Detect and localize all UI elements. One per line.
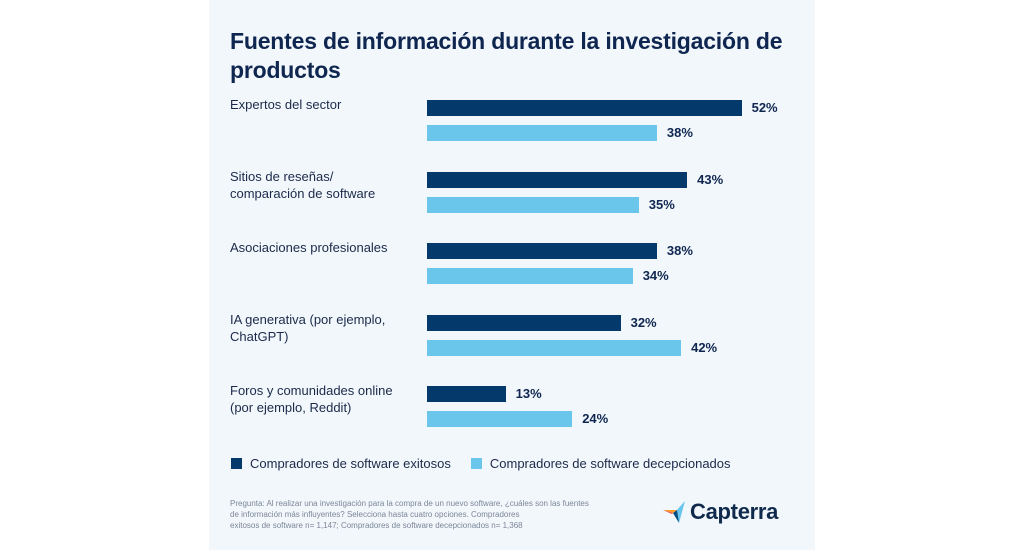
bar-exitosos: [427, 171, 688, 188]
bar-decepcionados: [427, 268, 633, 284]
capterra-arrow-logo-icon: [663, 501, 685, 523]
brand-name: Capterra: [690, 499, 779, 524]
legend-label-exitosos: Compradores de software exitosos: [250, 456, 451, 471]
value-label-decepcionados: 24%: [582, 411, 609, 426]
value-label-decepcionados: 34%: [642, 268, 669, 283]
category-label-line: IA generativa (por ejemplo,: [230, 311, 386, 327]
bar-decepcionados: [427, 196, 639, 213]
value-label-decepcionados: 35%: [648, 196, 675, 212]
value-label-exitosos: 43%: [697, 171, 724, 187]
value-label-exitosos: 32%: [630, 314, 657, 330]
category-label-line: Expertos del sector: [230, 97, 342, 112]
value-label-decepcionados: 38%: [666, 125, 693, 140]
bar-decepcionados: [427, 125, 657, 141]
category-label-line: Foros y comunidades online: [230, 383, 393, 398]
bar-exitosos: [427, 100, 742, 116]
category-label: Expertos del sector: [230, 96, 420, 113]
legend: Compradores de software exitosos Comprad…: [231, 456, 751, 471]
chart-title: Fuentes de información durante la invest…: [230, 28, 783, 83]
legend-item-decepcionados: Compradores de software decepcionados: [470, 456, 731, 471]
value-label-exitosos: 38%: [666, 243, 693, 258]
footnote: Pregunta: Al realizar una investigación …: [230, 498, 630, 531]
category-label-line: comparación de software: [230, 185, 376, 201]
footnote-line: exitosos de software n= 1,147; Comprador…: [230, 521, 523, 530]
bar-exitosos: [427, 386, 506, 402]
bar-exitosos: [427, 243, 657, 259]
category-label: Sitios de reseñas/comparación de softwar…: [230, 168, 420, 202]
footnote-line: Pregunta: Al realizar una investigación …: [230, 499, 589, 508]
footnote-line: de información más influyentes? Seleccio…: [230, 510, 520, 519]
chart-panel: Fuentes de información durante la invest…: [209, 0, 815, 550]
category-label: IA generativa (por ejemplo, ChatGPT): [230, 311, 420, 345]
category-label-line: (por ejemplo, Reddit): [230, 400, 352, 415]
legend-swatch-decepcionados: [470, 458, 482, 469]
category-label: Asociaciones profesionales: [230, 239, 420, 256]
value-label-exitosos: 13%: [515, 386, 542, 401]
bar-decepcionados: [427, 339, 682, 356]
legend-label-decepcionados: Compradores de software decepcionados: [489, 456, 731, 471]
legend-item-exitosos: Compradores de software exitosos: [231, 456, 451, 471]
capterra-logo: Capterra: [663, 499, 778, 525]
category-label-line: Sitios de reseñas/: [230, 168, 334, 184]
bar-exitosos: [427, 314, 621, 331]
legend-swatch-exitosos: [231, 458, 242, 469]
category-label-line: Asociaciones profesionales: [230, 240, 388, 255]
value-label-decepcionados: 42%: [691, 339, 718, 355]
bar-decepcionados: [427, 411, 573, 427]
category-label-line: ChatGPT): [230, 328, 289, 344]
value-label-exitosos: 52%: [751, 100, 778, 115]
category-label: Foros y comunidades online (por ejemplo, …: [230, 382, 420, 416]
